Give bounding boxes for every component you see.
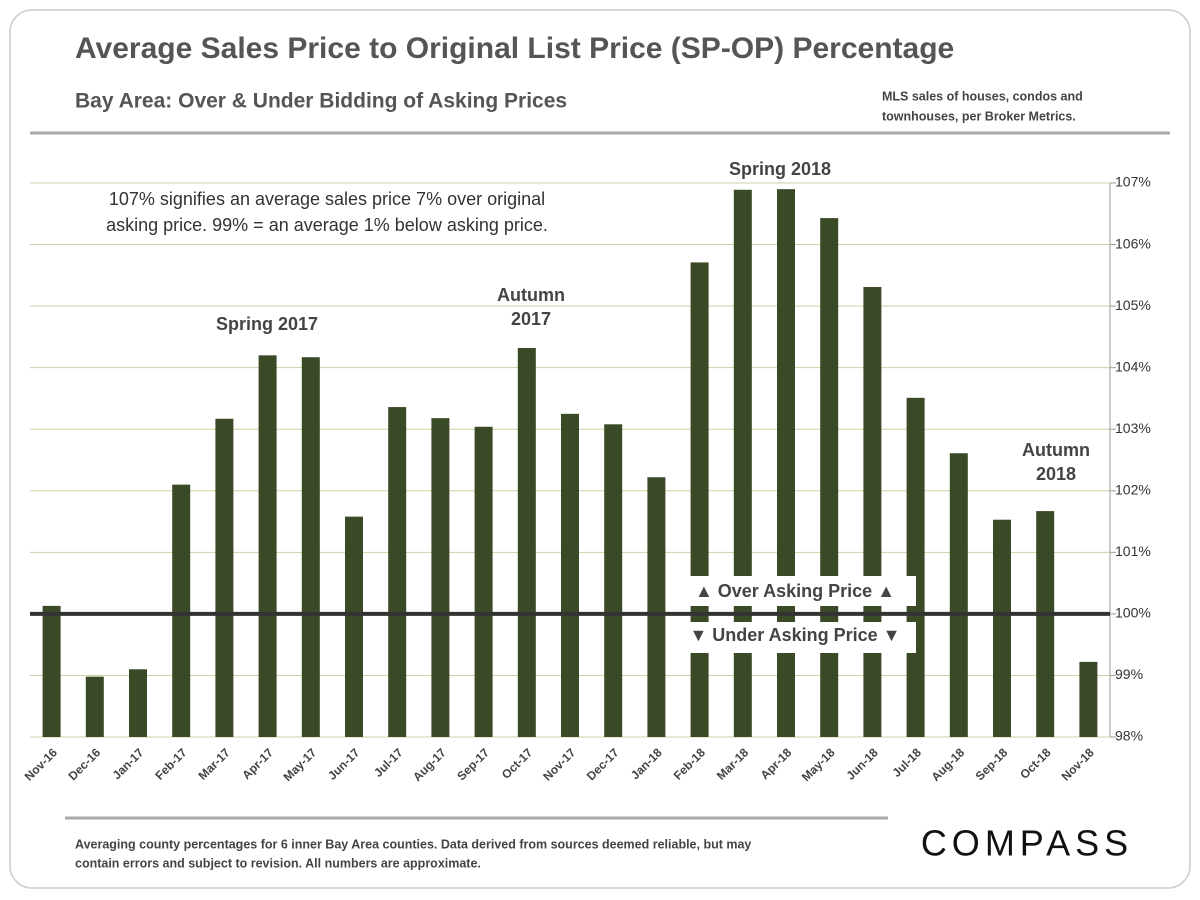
bar <box>85 676 104 737</box>
y-tick-label: 98% <box>1115 728 1143 744</box>
footnote: contain errors and subject to revision. … <box>75 856 481 870</box>
y-tick-label: 107% <box>1115 174 1151 190</box>
bar <box>258 355 277 737</box>
bar <box>172 484 191 737</box>
y-tick-label: 106% <box>1115 235 1151 251</box>
brand-logo: COMPASS <box>921 823 1133 864</box>
bar <box>561 413 579 737</box>
under-label: ▼ Under Asking Price ▼ <box>689 625 900 645</box>
annotation: Spring 2018 <box>729 159 831 179</box>
bar <box>215 418 234 737</box>
explanation-note: asking price. 99% = an average 1% below … <box>106 215 548 235</box>
bar <box>647 477 666 737</box>
bar <box>301 357 320 737</box>
bar <box>777 189 795 738</box>
bar <box>733 189 752 737</box>
bar <box>1036 511 1055 737</box>
footnote: Averaging county percentages for 6 inner… <box>75 837 751 851</box>
bar <box>517 347 536 737</box>
bar <box>345 516 363 737</box>
annotation: Spring 2017 <box>216 314 318 334</box>
y-tick-label: 103% <box>1115 420 1151 436</box>
bar <box>474 426 493 737</box>
annotation: 2017 <box>511 309 551 329</box>
bar <box>993 519 1011 737</box>
label-box <box>676 576 916 606</box>
bar <box>388 407 407 737</box>
bar <box>820 218 839 737</box>
bar <box>690 262 709 737</box>
bar <box>431 418 450 737</box>
label-box <box>676 622 916 653</box>
bar <box>906 397 925 737</box>
y-tick-label: 104% <box>1115 358 1151 374</box>
bar <box>1079 661 1098 737</box>
chart-subtitle: Bay Area: Over & Under Bidding of Asking… <box>75 90 567 113</box>
chart-title: Average Sales Price to Original List Pri… <box>75 32 954 65</box>
explanation-note: 107% signifies an average sales price 7%… <box>109 189 545 209</box>
bar <box>949 453 968 737</box>
annotation: 2018 <box>1036 464 1076 484</box>
bar <box>129 669 147 737</box>
y-tick-label: 99% <box>1115 666 1143 682</box>
over-label: ▲ Over Asking Price ▲ <box>695 581 895 601</box>
y-tick-label: 102% <box>1115 481 1151 497</box>
y-tick-label: 101% <box>1115 543 1151 559</box>
annotation: Autumn <box>1022 440 1090 460</box>
bar <box>604 424 623 737</box>
source-note: townhouses, per Broker Metrics. <box>882 109 1076 123</box>
bar <box>42 605 61 737</box>
y-tick-label: 105% <box>1115 297 1151 313</box>
bar <box>863 287 882 737</box>
y-tick-label: 100% <box>1115 605 1151 621</box>
annotation: Autumn <box>497 285 565 305</box>
source-note: MLS sales of houses, condos and <box>882 89 1083 103</box>
